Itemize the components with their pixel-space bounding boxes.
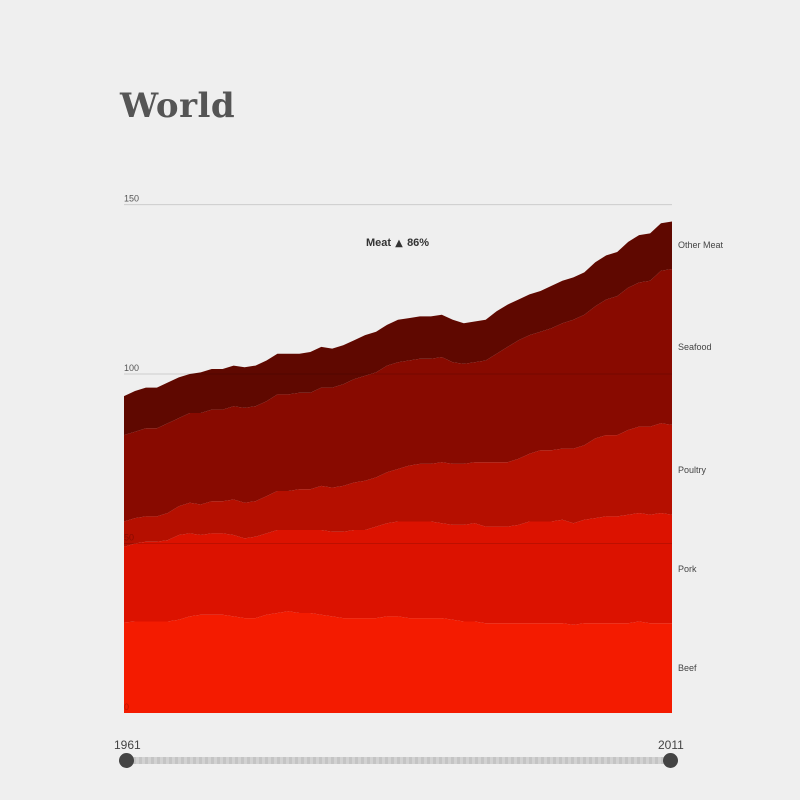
areas-layer bbox=[124, 221, 672, 713]
total-annotation: Meat ▲ 86% bbox=[366, 237, 429, 249]
page-title: World bbox=[120, 86, 236, 126]
area-beef[interactable] bbox=[124, 611, 672, 713]
gridlines: 0 50 100 150 bbox=[124, 194, 672, 712]
y-tick-label-150: 150 bbox=[124, 194, 139, 204]
series-labels: Beef Pork Poultry Seafood Other Meat bbox=[678, 240, 724, 673]
series-label-other-meat: Other Meat bbox=[678, 240, 724, 250]
series-label-beef: Beef bbox=[678, 663, 697, 673]
slider-start-year: 1961 bbox=[114, 738, 141, 752]
series-label-poultry: Poultry bbox=[678, 465, 707, 475]
year-range-slider-track[interactable] bbox=[127, 757, 671, 764]
slider-end-handle[interactable] bbox=[663, 753, 678, 768]
series-label-pork: Pork bbox=[678, 564, 697, 574]
y-tick-label-50: 50 bbox=[124, 533, 134, 543]
area-poultry[interactable] bbox=[124, 423, 672, 547]
area-seafood[interactable] bbox=[124, 269, 672, 522]
area-other-meat[interactable] bbox=[124, 221, 672, 436]
slider-end-year: 2011 bbox=[658, 738, 684, 752]
annotation-label: Meat bbox=[366, 237, 391, 249]
slider-start-handle[interactable] bbox=[119, 753, 134, 768]
area-pork[interactable] bbox=[124, 513, 672, 625]
y-tick-label-0: 0 bbox=[124, 702, 129, 712]
annotation-up-arrow-icon: ▲ bbox=[395, 238, 403, 249]
series-label-seafood: Seafood bbox=[678, 342, 712, 352]
annotation-value: 86% bbox=[407, 237, 429, 249]
y-tick-label-100: 100 bbox=[124, 363, 139, 373]
